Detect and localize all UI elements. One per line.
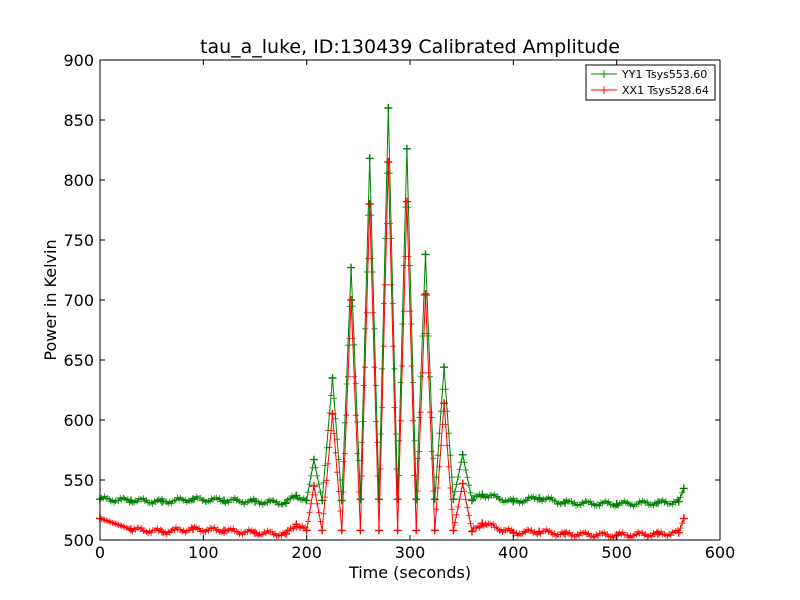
data-point-xx1	[402, 197, 411, 206]
data-point-yy1	[292, 491, 301, 500]
y-tick-label: 700	[63, 291, 94, 310]
x-tick-label: 600	[705, 543, 736, 562]
y-tick-label: 900	[63, 51, 94, 70]
legend-label-yy1: YY1 Tsys553.60	[621, 68, 707, 81]
data-point-xx1	[337, 526, 346, 535]
data-point-yy1	[375, 495, 383, 504]
data-point-yy1	[189, 495, 197, 504]
data-point-xx1	[478, 519, 487, 528]
y-axis-title: Power in Kelvin	[41, 239, 60, 360]
data-point-yy1	[365, 154, 374, 163]
data-point-xx1	[468, 527, 476, 536]
data-point-yy1	[478, 490, 487, 499]
data-point-yy1	[440, 363, 449, 372]
data-point-xx1	[440, 399, 449, 408]
x-tick-label: 0	[95, 543, 105, 562]
data-point-yy1	[612, 500, 621, 508]
series-layer	[96, 104, 688, 541]
data-point-yy1	[468, 496, 476, 505]
legend-label-xx1: XX1 Tsys528.64	[622, 84, 709, 97]
x-tick-label: 300	[395, 543, 426, 562]
data-point-xx1	[328, 410, 337, 418]
y-tick-label: 850	[63, 111, 94, 130]
data-point-yy1	[309, 455, 318, 464]
data-point-xx1	[458, 479, 467, 488]
data-point-xx1	[365, 200, 374, 208]
data-point-xx1	[412, 526, 421, 535]
data-point-xx1	[318, 526, 327, 535]
y-tick-label: 650	[63, 351, 94, 370]
data-point-xx1	[421, 290, 430, 298]
data-point-xx1	[127, 525, 135, 534]
legend-marker-yy1: +	[599, 67, 609, 81]
data-point-yy1	[421, 250, 430, 259]
data-point-yy1	[220, 496, 228, 505]
data-point-yy1	[384, 104, 393, 112]
data-point-xx1	[309, 482, 318, 490]
data-point-xx1	[449, 526, 458, 535]
x-tick-label: 200	[291, 543, 322, 562]
y-tick-label: 500	[63, 531, 94, 550]
data-point-yy1	[282, 498, 290, 507]
data-point-xx1	[535, 527, 544, 536]
data-point-yy1	[127, 496, 135, 505]
legend-marker-xx1: +	[599, 83, 609, 97]
y-tick-label: 800	[63, 171, 94, 190]
data-point-yy1	[679, 484, 688, 493]
data-point-xx1	[347, 296, 356, 304]
data-point-yy1	[251, 497, 259, 506]
data-point-yy1	[356, 495, 365, 504]
x-axis-title: Time (seconds)	[348, 563, 471, 582]
data-point-xx1	[674, 528, 683, 537]
data-point-xx1	[384, 158, 393, 166]
data-point-xx1	[561, 530, 569, 538]
data-point-xx1	[251, 528, 259, 537]
legend-frame	[585, 64, 716, 101]
y-tick-label: 750	[63, 231, 94, 250]
data-point-xx1	[282, 530, 290, 538]
data-point-xx1	[393, 526, 402, 535]
chart-title: tau_a_luke, ID:130439 Calibrated Amplitu…	[200, 36, 620, 58]
data-point-xx1	[679, 514, 688, 523]
data-point-xx1	[220, 526, 228, 535]
data-point-xx1	[356, 526, 365, 535]
data-point-yy1	[302, 496, 311, 505]
data-point-xx1	[302, 526, 311, 535]
data-point-xx1	[375, 526, 383, 535]
data-point-yy1	[402, 144, 411, 153]
data-point-yy1	[347, 263, 356, 272]
legend: + YY1 Tsys553.60 + XX1 Tsys528.64	[585, 64, 716, 101]
data-point-yy1	[509, 497, 518, 506]
y-tick-label: 600	[63, 411, 94, 430]
data-point-xx1	[654, 530, 662, 538]
data-point-xx1	[430, 526, 439, 535]
data-point-xx1	[189, 525, 197, 534]
data-point-yy1	[674, 497, 683, 506]
data-point-yy1	[158, 497, 166, 506]
data-point-yy1	[328, 374, 337, 382]
data-point-yy1	[654, 498, 662, 507]
data-point-yy1	[412, 495, 421, 504]
data-point-yy1	[561, 498, 569, 507]
ticks-layer: 0 100 200 300 400 500 600 500 550 600 650 700 750 800…	[63, 51, 735, 562]
data-point-xx1	[158, 527, 166, 536]
x-tick-label: 500	[601, 543, 632, 562]
x-tick-label: 400	[498, 543, 529, 562]
y-tick-label: 550	[63, 471, 94, 490]
data-point-yy1	[393, 495, 402, 504]
x-tick-label: 100	[188, 543, 219, 562]
data-point-yy1	[458, 450, 467, 459]
data-point-xx1	[292, 520, 301, 529]
data-point-yy1	[535, 494, 544, 502]
